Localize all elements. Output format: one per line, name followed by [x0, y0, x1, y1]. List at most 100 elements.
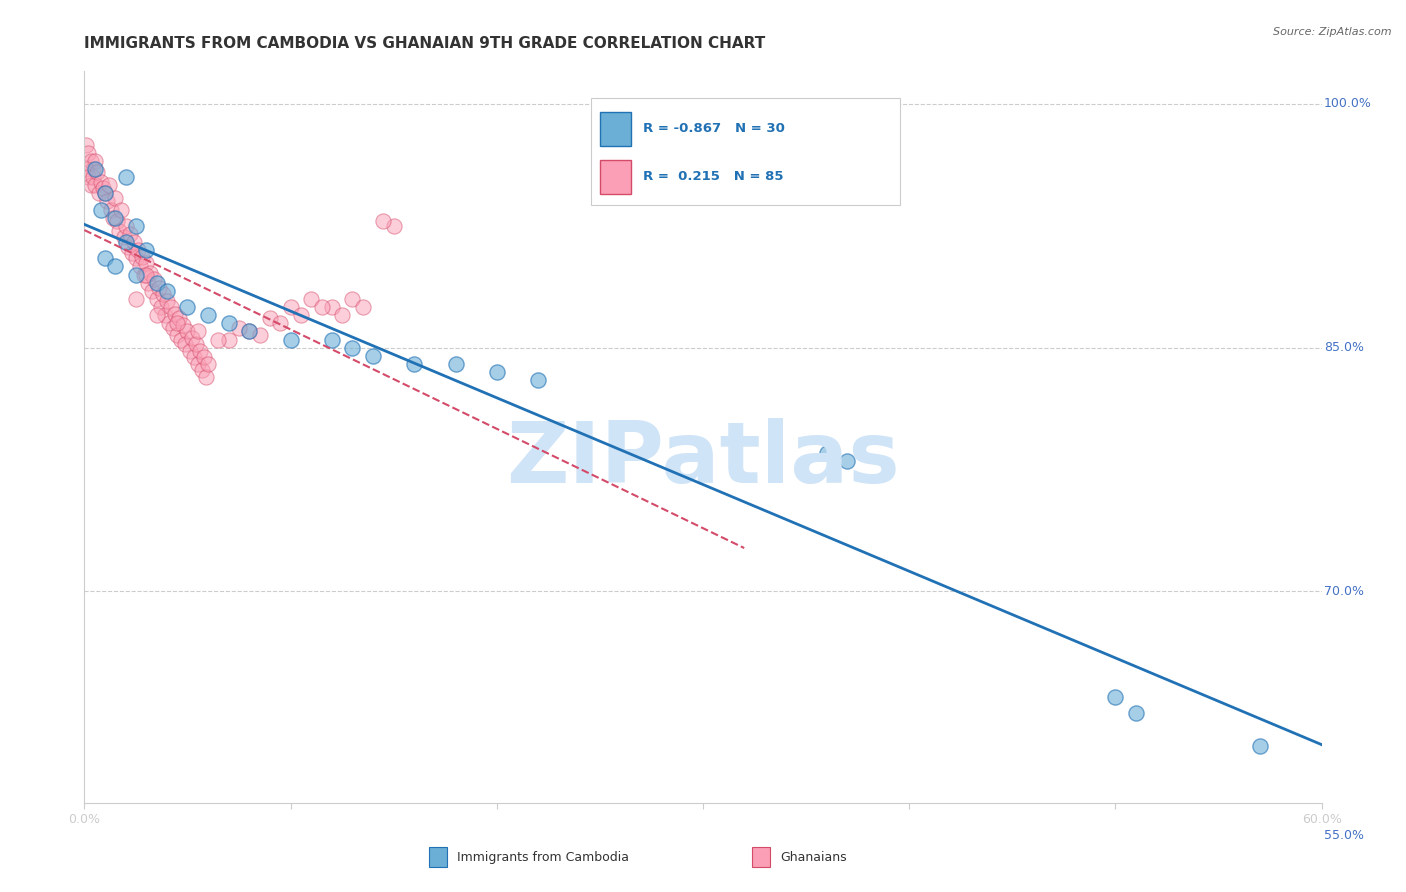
Point	[444, 357, 467, 371]
Point	[1125, 706, 1147, 721]
Point	[162, 321, 184, 335]
Point	[145, 292, 167, 306]
Point	[238, 325, 260, 339]
Point	[121, 246, 143, 260]
Text: 100.0%: 100.0%	[1324, 97, 1372, 111]
Point	[197, 357, 219, 371]
Text: Ghanaians: Ghanaians	[780, 851, 846, 863]
Point	[122, 235, 145, 249]
Point	[187, 357, 209, 371]
FancyBboxPatch shape	[600, 112, 631, 146]
Point	[125, 252, 148, 266]
Point	[83, 178, 105, 193]
Point	[134, 268, 156, 282]
Point	[180, 331, 202, 345]
Point	[90, 175, 112, 189]
Text: Immigrants from Cambodia: Immigrants from Cambodia	[457, 851, 628, 863]
Point	[228, 321, 250, 335]
Point	[174, 337, 197, 351]
Point	[94, 252, 117, 266]
Point	[114, 169, 136, 184]
Point	[149, 300, 172, 314]
Text: Source: ZipAtlas.com: Source: ZipAtlas.com	[1274, 27, 1392, 37]
Point	[290, 308, 312, 322]
Point	[86, 165, 108, 179]
Point	[108, 224, 131, 238]
Point	[527, 373, 550, 387]
Point	[114, 235, 136, 249]
Point	[104, 191, 127, 205]
Point	[94, 186, 117, 201]
Point	[299, 292, 322, 306]
FancyBboxPatch shape	[600, 161, 631, 194]
Point	[404, 357, 426, 371]
Point	[77, 145, 100, 160]
Point	[83, 161, 105, 176]
Point	[87, 186, 110, 201]
Point	[156, 293, 179, 308]
Point	[249, 327, 271, 342]
Point	[179, 343, 201, 358]
Point	[184, 337, 207, 351]
Point	[98, 178, 121, 193]
Point	[382, 219, 405, 233]
Point	[176, 325, 198, 339]
Point	[191, 363, 214, 377]
Point	[238, 325, 260, 339]
Text: R = -0.867   N = 30: R = -0.867 N = 30	[643, 121, 785, 135]
Point	[145, 276, 167, 290]
Point	[166, 316, 188, 330]
Point	[207, 333, 229, 347]
Point	[330, 308, 353, 322]
Point	[165, 307, 187, 321]
Text: ZIPatlas: ZIPatlas	[506, 417, 900, 500]
Point	[125, 219, 148, 233]
Text: 55.0%: 55.0%	[1324, 829, 1364, 842]
Point	[1104, 690, 1126, 705]
Point	[342, 292, 364, 306]
Point	[218, 333, 240, 347]
Point	[104, 260, 127, 274]
Point	[136, 276, 159, 290]
Point	[105, 214, 128, 228]
Point	[135, 243, 157, 257]
Point	[100, 202, 122, 217]
Text: 70.0%: 70.0%	[1324, 585, 1364, 598]
Point	[127, 243, 149, 257]
Point	[311, 300, 333, 314]
Point	[167, 311, 190, 326]
Point	[90, 202, 112, 217]
Point	[157, 316, 180, 330]
Point	[94, 186, 117, 201]
Point	[143, 272, 166, 286]
Point	[145, 308, 167, 322]
Point	[96, 194, 118, 209]
Point	[82, 161, 104, 176]
Point	[280, 333, 302, 347]
Point	[117, 240, 139, 254]
Point	[187, 325, 209, 339]
Point	[160, 300, 183, 314]
Point	[75, 137, 97, 152]
Point	[104, 211, 127, 225]
Point	[79, 153, 101, 168]
Point	[837, 454, 859, 468]
Point	[110, 202, 132, 217]
Point	[172, 318, 194, 332]
Text: 85.0%: 85.0%	[1324, 341, 1364, 354]
Point	[188, 343, 211, 358]
Point	[103, 211, 125, 225]
Point	[321, 300, 343, 314]
Text: IMMIGRANTS FROM CAMBODIA VS GHANAIAN 9TH GRADE CORRELATION CHART: IMMIGRANTS FROM CAMBODIA VS GHANAIAN 9TH…	[84, 36, 766, 51]
Point	[148, 280, 170, 294]
Point	[1249, 739, 1271, 753]
Point	[166, 327, 188, 342]
Point	[321, 333, 343, 347]
Point	[139, 266, 162, 280]
Point	[815, 446, 838, 460]
Point	[485, 365, 508, 379]
Point	[361, 349, 384, 363]
Point	[195, 370, 218, 384]
Point	[176, 300, 198, 314]
Point	[156, 284, 179, 298]
